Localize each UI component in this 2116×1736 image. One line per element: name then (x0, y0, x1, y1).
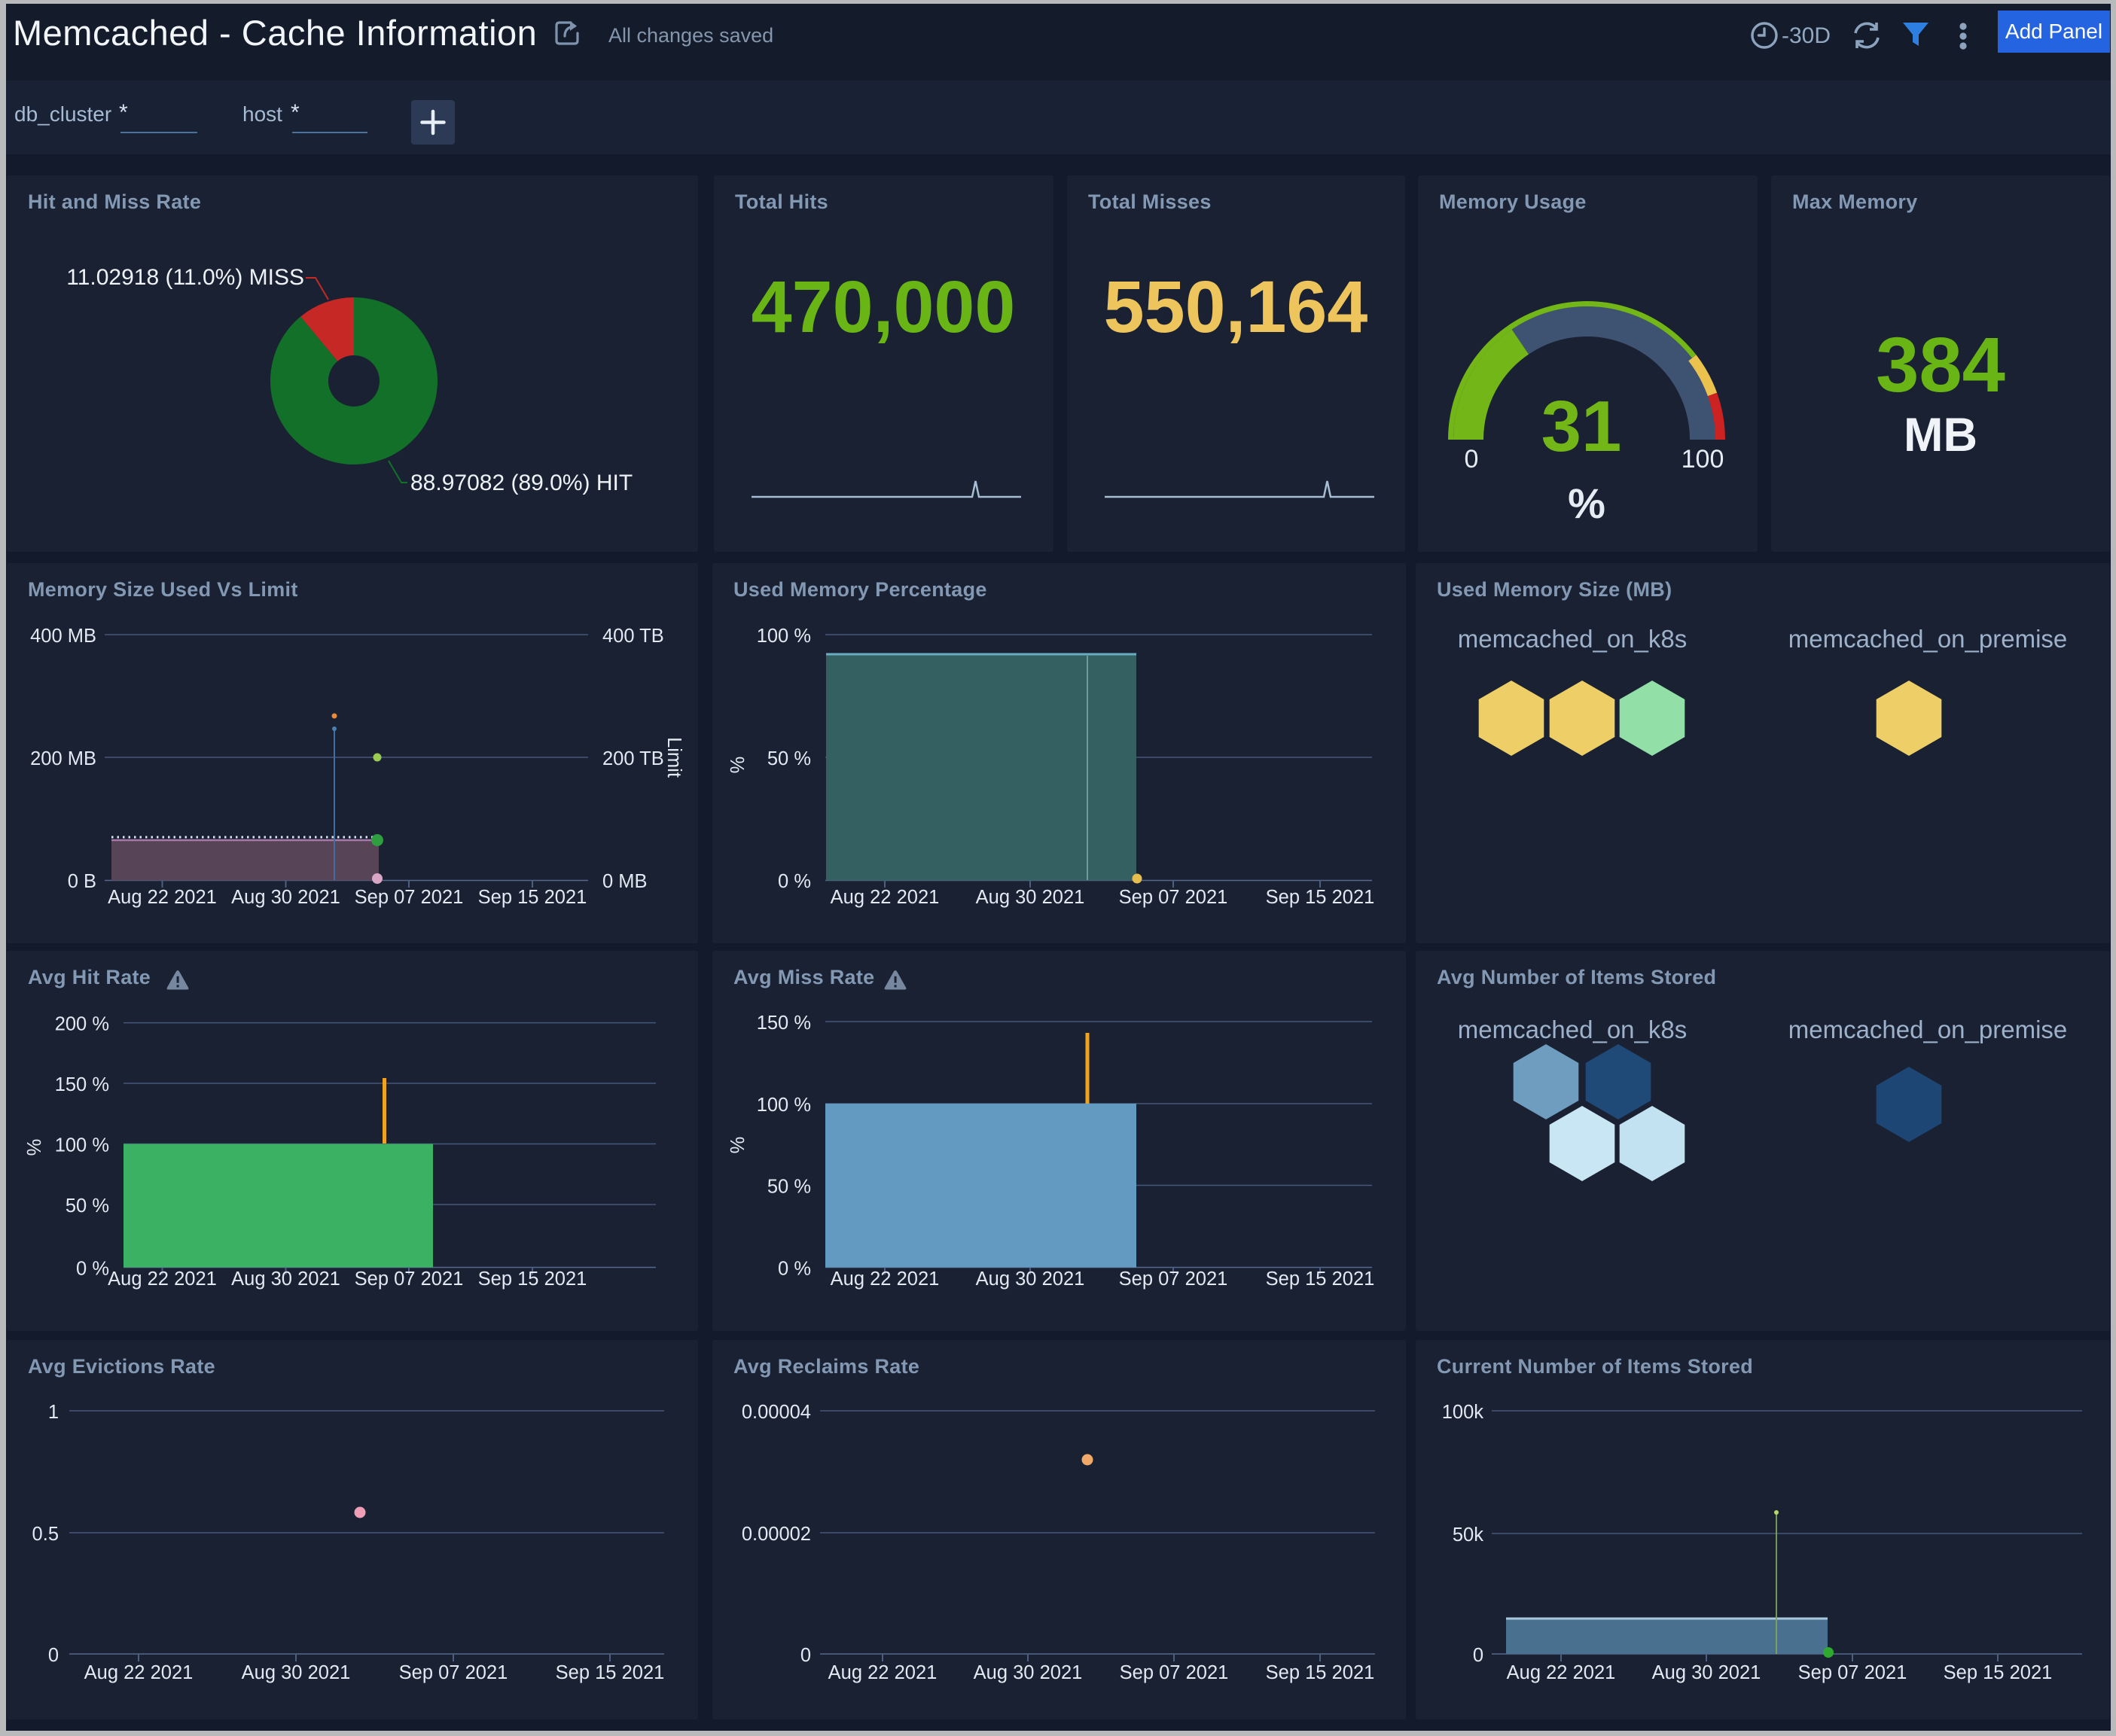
svg-text:Sep 15 2021: Sep 15 2021 (1266, 1662, 1375, 1683)
svg-text:Limit: Limit (663, 737, 684, 778)
svg-text:Aug 30 2021: Aug 30 2021 (974, 1662, 1083, 1683)
svg-text:31: 31 (1541, 386, 1622, 467)
svg-text:Aug 30 2021: Aug 30 2021 (976, 1268, 1085, 1290)
svg-text:Sep 15 2021: Sep 15 2021 (478, 1268, 587, 1290)
svg-text:100k: 100k (1442, 1402, 1484, 1423)
svg-text:Aug 22 2021: Aug 22 2021 (108, 1268, 217, 1290)
svg-text:Aug 22 2021: Aug 22 2021 (1507, 1662, 1616, 1683)
svg-text:88.97082 (89.0%) HIT: 88.97082 (89.0%) HIT (410, 471, 633, 495)
svg-text:Sep 07 2021: Sep 07 2021 (1798, 1662, 1907, 1683)
svg-text:%: % (1568, 480, 1605, 527)
svg-text:550,164: 550,164 (1104, 266, 1368, 348)
svg-text:150 %: 150 % (55, 1074, 109, 1095)
svg-text:200 MB: 200 MB (30, 748, 96, 769)
svg-text:%: % (24, 1139, 45, 1156)
svg-text:Aug 30 2021: Aug 30 2021 (231, 887, 340, 908)
svg-text:200 %: 200 % (55, 1014, 109, 1035)
svg-text:470,000: 470,000 (752, 266, 1016, 348)
svg-text:0: 0 (48, 1645, 59, 1666)
svg-text:memcached_on_premise: memcached_on_premise (1788, 1016, 2068, 1043)
svg-text:0.00004: 0.00004 (742, 1402, 811, 1423)
svg-text:Sep 07 2021: Sep 07 2021 (1119, 1268, 1228, 1290)
svg-text:memcached_on_premise: memcached_on_premise (1788, 625, 2068, 653)
svg-text:0 MB: 0 MB (602, 871, 648, 892)
svg-text:0 %: 0 % (778, 871, 811, 892)
svg-text:Aug 22 2021: Aug 22 2021 (831, 887, 940, 908)
svg-text:150 %: 150 % (757, 1013, 811, 1034)
svg-text:memcached_on_k8s: memcached_on_k8s (1458, 625, 1688, 653)
svg-text:memcached_on_k8s: memcached_on_k8s (1458, 1016, 1688, 1043)
svg-text:50k: 50k (1453, 1524, 1483, 1546)
svg-text:0.00002: 0.00002 (742, 1524, 811, 1545)
svg-text:%: % (727, 757, 749, 774)
svg-text:Aug 22 2021: Aug 22 2021 (828, 1662, 938, 1683)
svg-text:200 TB: 200 TB (602, 748, 664, 769)
svg-text:Aug 30 2021: Aug 30 2021 (231, 1268, 340, 1290)
svg-text:Sep 07 2021: Sep 07 2021 (1119, 887, 1228, 908)
svg-text:Aug 22 2021: Aug 22 2021 (108, 887, 217, 908)
svg-text:100 %: 100 % (757, 626, 811, 647)
svg-text:Sep 07 2021: Sep 07 2021 (399, 1662, 508, 1683)
svg-text:Aug 30 2021: Aug 30 2021 (242, 1662, 351, 1683)
svg-text:Sep 15 2021: Sep 15 2021 (1944, 1662, 2053, 1683)
svg-text:Sep 15 2021: Sep 15 2021 (1266, 887, 1375, 908)
svg-text:Sep 15 2021: Sep 15 2021 (1266, 1268, 1375, 1290)
svg-text:11.02918 (11.0%) MISS: 11.02918 (11.0%) MISS (66, 265, 304, 290)
svg-text:0 %: 0 % (778, 1259, 811, 1280)
svg-text:Sep 07 2021: Sep 07 2021 (1120, 1662, 1229, 1683)
svg-text:50 %: 50 % (767, 748, 811, 769)
svg-text:1: 1 (48, 1402, 59, 1423)
svg-text:400 MB: 400 MB (30, 626, 96, 647)
svg-text:0 %: 0 % (76, 1259, 109, 1280)
svg-text:0: 0 (1465, 445, 1479, 474)
svg-text:MB: MB (1904, 409, 1977, 461)
svg-text:Aug 30 2021: Aug 30 2021 (1652, 1662, 1761, 1683)
svg-text:0 B: 0 B (68, 871, 96, 892)
svg-text:50 %: 50 % (767, 1177, 811, 1198)
svg-text:Aug 30 2021: Aug 30 2021 (976, 887, 1085, 908)
svg-text:Sep 07 2021: Sep 07 2021 (355, 1268, 464, 1290)
svg-text:Aug 22 2021: Aug 22 2021 (84, 1662, 194, 1683)
svg-text:400 TB: 400 TB (602, 626, 664, 647)
svg-text:%: % (727, 1137, 749, 1154)
svg-text:0: 0 (1473, 1645, 1483, 1666)
svg-text:Aug 22 2021: Aug 22 2021 (831, 1268, 940, 1290)
svg-text:Sep 15 2021: Sep 15 2021 (478, 887, 587, 908)
svg-text:0: 0 (800, 1645, 811, 1666)
svg-text:100 %: 100 % (55, 1135, 109, 1156)
svg-text:Sep 07 2021: Sep 07 2021 (355, 887, 464, 908)
svg-text:Sep 15 2021: Sep 15 2021 (556, 1662, 665, 1683)
svg-text:0.5: 0.5 (32, 1524, 59, 1545)
svg-text:100 %: 100 % (757, 1095, 811, 1116)
svg-text:50 %: 50 % (66, 1195, 109, 1217)
svg-text:100: 100 (1682, 445, 1724, 474)
svg-text:384: 384 (1876, 321, 2005, 408)
